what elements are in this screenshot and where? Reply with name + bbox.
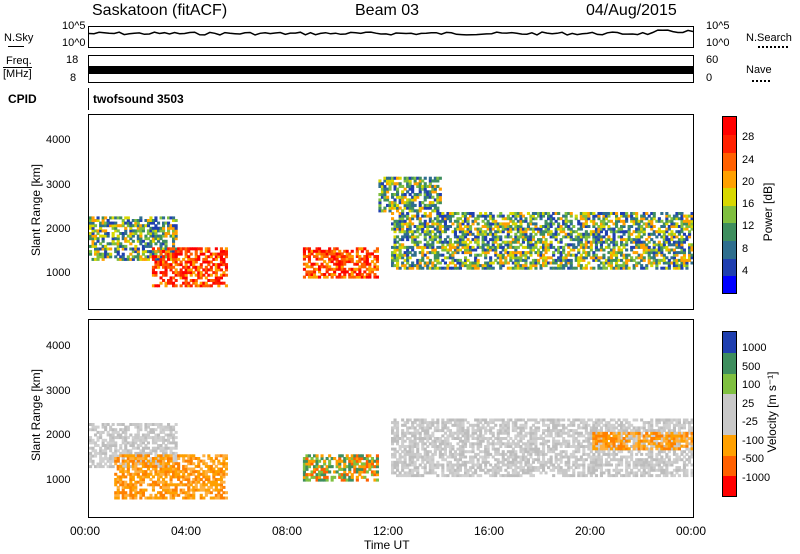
x-tick-label: 00:00	[70, 524, 101, 538]
nsky-trace	[89, 29, 693, 36]
y-tick-label: 4000	[46, 134, 71, 147]
freq-tick-top: 18	[66, 54, 79, 66]
echo-region	[151, 247, 228, 288]
nsky-legend-line	[8, 46, 24, 47]
colorbar-segment	[723, 373, 736, 395]
colorbar-tick-label: 12	[742, 220, 755, 233]
colorbar-segment	[723, 275, 736, 293]
colorbar-tick-label: 24	[742, 153, 755, 166]
x-tick-label: 20:00	[575, 524, 606, 538]
nave-tick-top: 60	[706, 54, 719, 66]
nsearch-tick-top: 10^5	[706, 20, 730, 32]
y-tick-label: 1000	[46, 474, 71, 487]
nave-legend-line	[752, 80, 770, 82]
cpid-marker	[88, 88, 89, 110]
echo-region	[592, 431, 693, 451]
x-tick-label: 00:00	[676, 524, 707, 538]
x-tick-label: 04:00	[171, 524, 202, 538]
colorbar-segment	[723, 152, 736, 171]
colorbar-tick-label: 1000	[742, 342, 767, 355]
colorbar-segment	[723, 134, 736, 154]
freq-unit: [MHz]	[3, 67, 32, 80]
colorbar-segment	[723, 187, 736, 206]
echo-region	[378, 176, 442, 213]
power-colorbar-label: Power [dB]	[761, 182, 775, 242]
station-title: Saskatoon (fitACF)	[92, 2, 228, 19]
colorbar-segment	[723, 332, 736, 354]
cpid-value: twofsound 3503	[93, 92, 184, 106]
colorbar-segment	[723, 117, 736, 136]
y-tick-label: 3000	[46, 178, 71, 191]
colorbar-segment	[723, 475, 736, 496]
velocity-panel	[88, 319, 694, 518]
nsky-label: N.Sky	[4, 32, 34, 44]
colorbar-tick-label: 16	[742, 198, 755, 210]
colorbar-segment	[723, 352, 736, 374]
y-tick-label: 2000	[46, 429, 71, 442]
y-tick-label: 3000	[46, 384, 71, 397]
power-ylabel: Slant Range [km]	[29, 163, 43, 257]
colorbar-tick-label: 500	[742, 360, 761, 373]
nsearch-tick-bottom: 10^0	[706, 37, 730, 49]
colorbar-segment	[723, 257, 736, 277]
colorbar-tick-label: 25	[742, 397, 755, 410]
nsky-tick-bottom: 10^0	[62, 37, 86, 49]
echo-region	[391, 212, 693, 270]
y-tick-label: 1000	[46, 266, 71, 279]
nsearch-label: N.Search	[746, 32, 792, 44]
nsky-tick-top: 10^5	[62, 20, 86, 32]
velocity-colorbar-label: Velocity [m s⁻¹]	[765, 371, 779, 453]
freq-trace	[89, 66, 693, 74]
colorbar-tick-label: -1000	[742, 471, 771, 484]
colorbar-tick-label: 4	[742, 264, 749, 277]
nsky-panel	[88, 26, 694, 48]
velocity-colorbar	[722, 331, 737, 497]
colorbar-tick-label: 100	[742, 379, 761, 392]
colorbar-tick-label: -25	[742, 416, 758, 429]
colorbar-segment	[723, 169, 736, 189]
colorbar-tick-label: -100	[742, 434, 765, 447]
colorbar-segment	[723, 414, 736, 436]
colorbar-tick-label: -500	[742, 453, 765, 466]
y-tick-label: 2000	[46, 222, 71, 235]
nave-label: Nave	[746, 64, 772, 76]
colorbar-segment	[723, 393, 736, 415]
freq-label: Freq.	[6, 55, 32, 67]
colorbar-segment	[723, 455, 736, 477]
nsearch-legend-line	[758, 46, 788, 48]
colorbar-segment	[723, 240, 736, 259]
freq-panel	[88, 55, 694, 83]
y-tick-label: 4000	[46, 339, 71, 352]
x-tick-label: 12:00	[373, 524, 404, 538]
nave-tick-bottom: 0	[706, 72, 713, 84]
colorbar-segment	[723, 205, 736, 224]
cpid-label: CPID	[8, 92, 37, 106]
colorbar-tick-label: 8	[742, 242, 749, 255]
colorbar-tick-label: 28	[742, 131, 755, 144]
x-axis-label: Time UT	[364, 538, 410, 552]
power-colorbar	[722, 116, 737, 294]
echo-region	[89, 216, 178, 261]
beam-title: Beam 03	[355, 2, 420, 19]
velocity-heatmap	[89, 418, 693, 500]
power-heatmap	[89, 176, 693, 288]
colorbar-segment	[723, 222, 736, 242]
colorbar-tick-label: 20	[742, 175, 755, 188]
velocity-ylabel: Slant Range [km]	[29, 368, 43, 462]
echo-region	[114, 454, 228, 500]
echo-region	[302, 247, 379, 279]
colorbar-segment	[723, 434, 736, 456]
x-tick-label: 16:00	[474, 524, 505, 538]
echo-region	[302, 454, 379, 482]
freq-tick-bottom: 8	[70, 72, 77, 84]
date-title: 04/Aug/2015	[586, 2, 677, 19]
x-tick-label: 08:00	[272, 524, 303, 538]
power-panel	[88, 114, 694, 310]
